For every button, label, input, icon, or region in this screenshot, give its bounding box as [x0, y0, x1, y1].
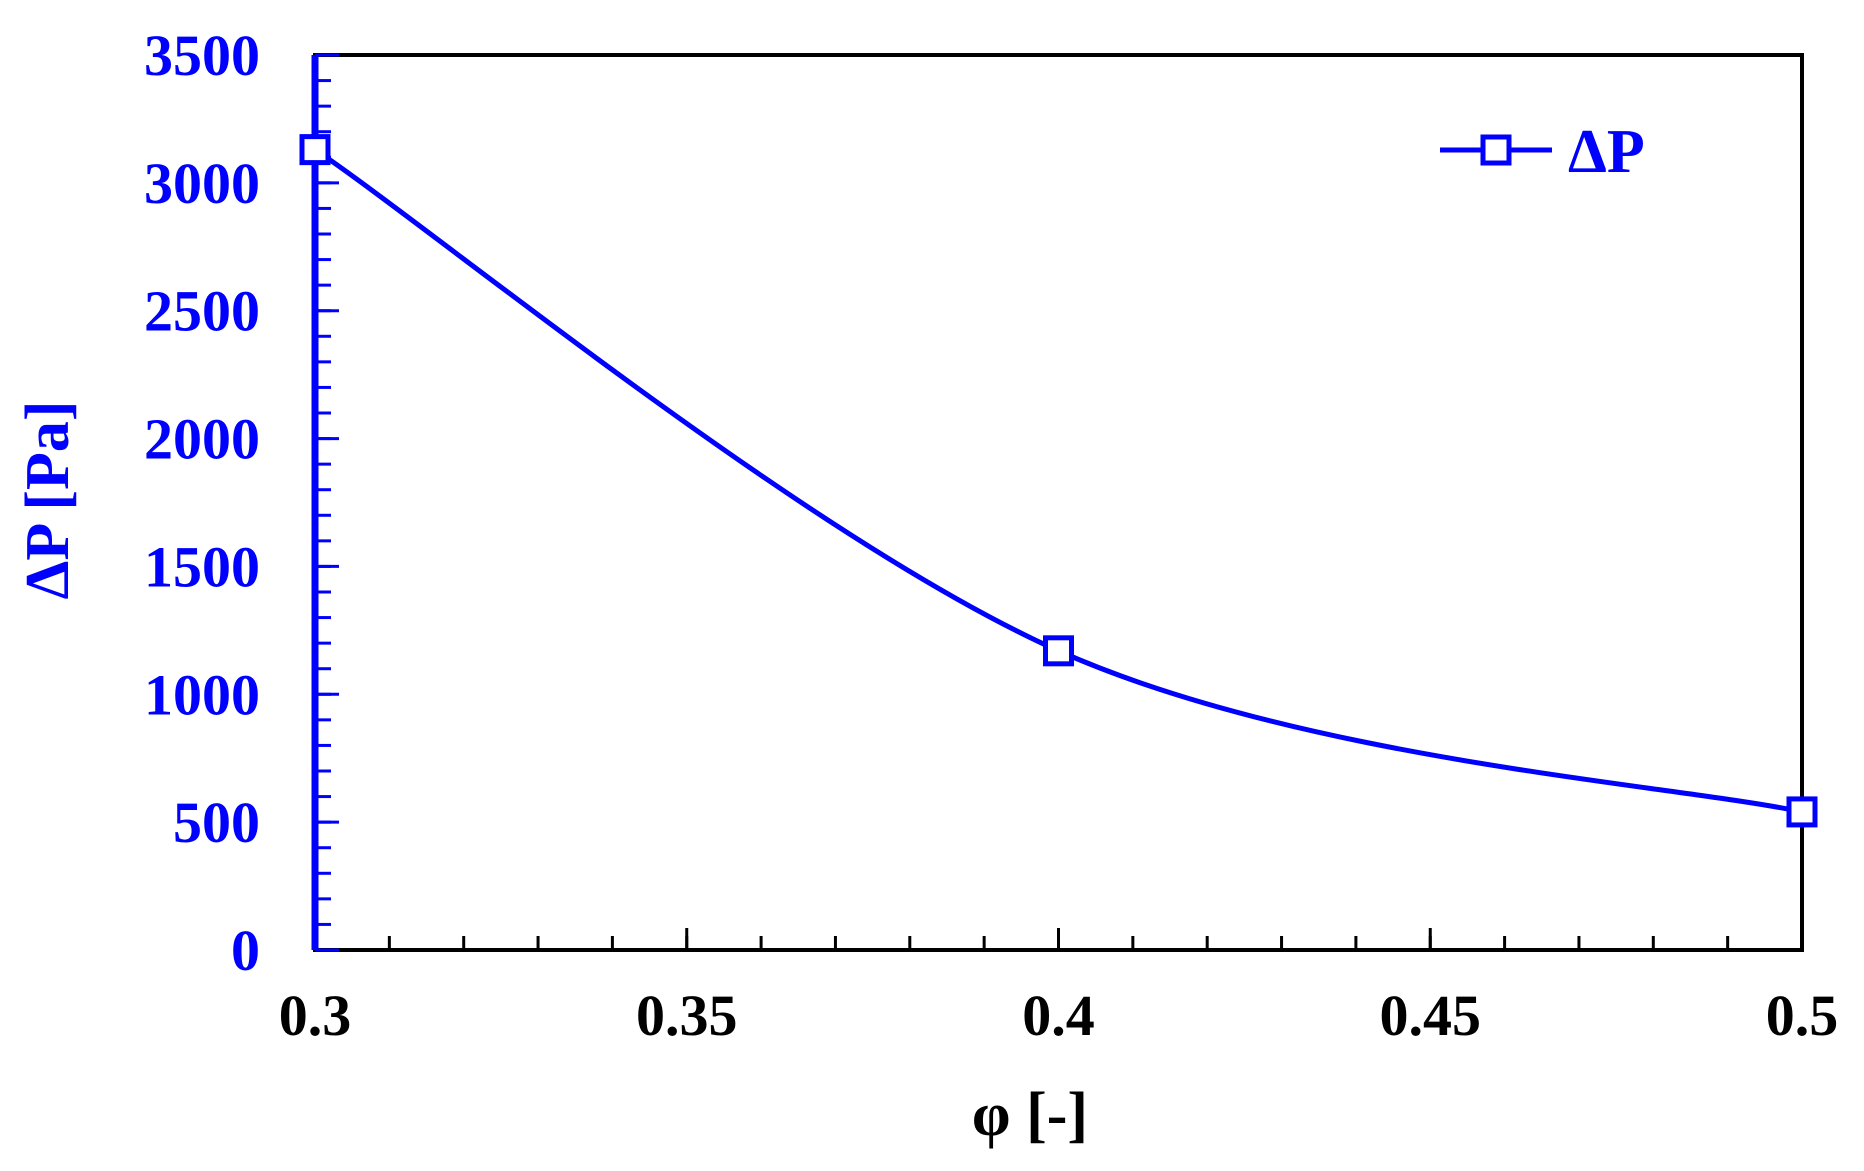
y-tick-label: 0 [231, 918, 260, 983]
data-point-marker [1786, 796, 1818, 828]
y-axis-ticks: 0 500 1000 1500 2000 2500 3000 3500 [144, 23, 339, 983]
legend-label: ΔP [1568, 118, 1645, 186]
series-layer [299, 134, 1818, 828]
legend-marker [1480, 134, 1512, 166]
y-tick-label: 3500 [144, 23, 260, 88]
x-tick-label: 0.3 [279, 983, 352, 1048]
y-axis-title: ΔP [Pa] [14, 401, 82, 600]
y-tick-label: 3000 [144, 151, 260, 216]
x-tick-label: 0.35 [636, 983, 738, 1048]
x-tick-label: 0.45 [1380, 983, 1482, 1048]
x-tick-label: 0.4 [1022, 983, 1095, 1048]
y-tick-label: 2500 [144, 279, 260, 344]
y-tick-label: 1500 [144, 534, 260, 599]
series-line [313, 147, 1803, 815]
y-tick-label: 2000 [144, 407, 260, 472]
x-axis-ticks: 0.3 0.35 0.4 0.45 0.5 [279, 928, 1839, 1048]
y-tick-label: 1000 [144, 662, 260, 727]
legend: ΔP [1440, 118, 1645, 186]
data-point-marker [1043, 635, 1074, 667]
x-axis-title: φ [-] [972, 1081, 1088, 1149]
y-tick-label: 500 [173, 790, 260, 855]
plot-frame [313, 53, 1804, 952]
x-tick-label: 0.5 [1766, 983, 1839, 1048]
data-point-marker [299, 134, 331, 166]
